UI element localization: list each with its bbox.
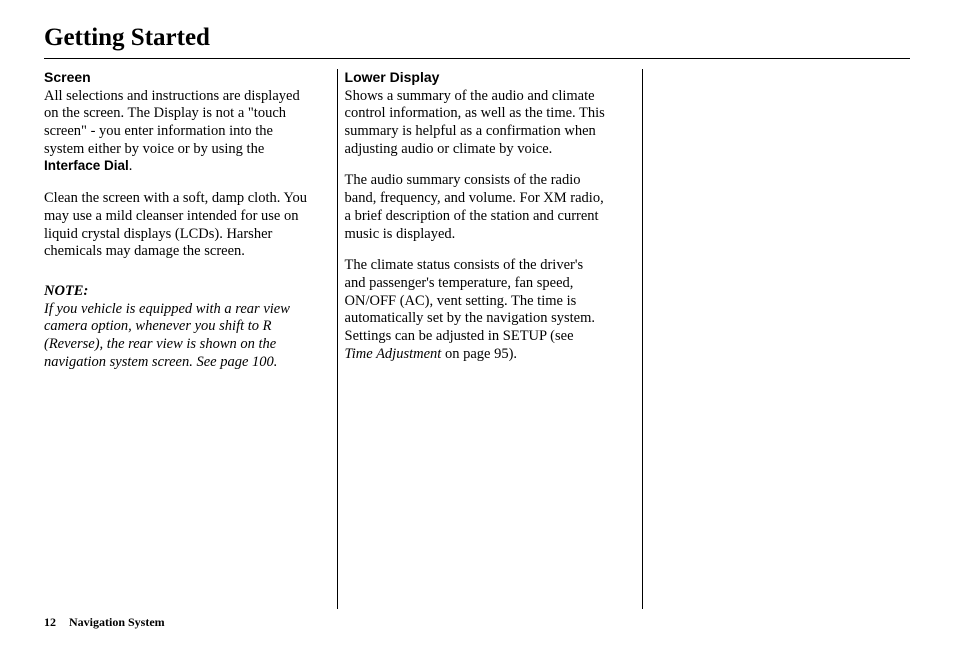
lower-display-para3-c: on page 95). (441, 346, 517, 362)
screen-para2: Clean the screen with a soft, damp cloth… (44, 190, 317, 261)
screen-section-para1: Screen All selections and instructions a… (44, 69, 317, 176)
page-title: Getting Started (44, 24, 910, 52)
lower-display-para1-text: Shows a summary of the audio and climate… (345, 88, 605, 157)
note-block: NOTE: If you vehicle is equipped with a … (44, 283, 317, 371)
lower-display-para3: The climate status consists of the drive… (345, 257, 606, 363)
columns-container: Screen All selections and instructions a… (44, 69, 910, 609)
lower-display-para1: Lower Display Shows a summary of the aud… (345, 69, 606, 158)
note-label: NOTE: (44, 283, 88, 299)
column-divider-1 (337, 69, 338, 609)
title-rule (44, 58, 910, 59)
column-3 (621, 69, 910, 609)
screen-heading: Screen (44, 69, 91, 85)
page-footer: 12 Navigation System (44, 615, 165, 630)
page-number: 12 (44, 615, 56, 629)
lower-display-heading: Lower Display (345, 69, 440, 85)
lower-display-para3-a: The climate status consists of the drive… (345, 257, 595, 344)
time-adjustment-ref: Time Adjustment (345, 346, 442, 362)
column-divider-2 (642, 69, 643, 609)
screen-para1-text-c: . (129, 158, 133, 174)
screen-para1-text-a: All selections and instructions are disp… (44, 88, 300, 157)
column-1: Screen All selections and instructions a… (44, 69, 333, 609)
interface-dial-label: Interface Dial (44, 158, 129, 173)
column-2: Lower Display Shows a summary of the aud… (333, 69, 622, 609)
footer-label: Navigation System (69, 615, 165, 629)
note-body: If you vehicle is equipped with a rear v… (44, 301, 290, 370)
lower-display-para2: The audio summary consists of the radio … (345, 172, 606, 243)
